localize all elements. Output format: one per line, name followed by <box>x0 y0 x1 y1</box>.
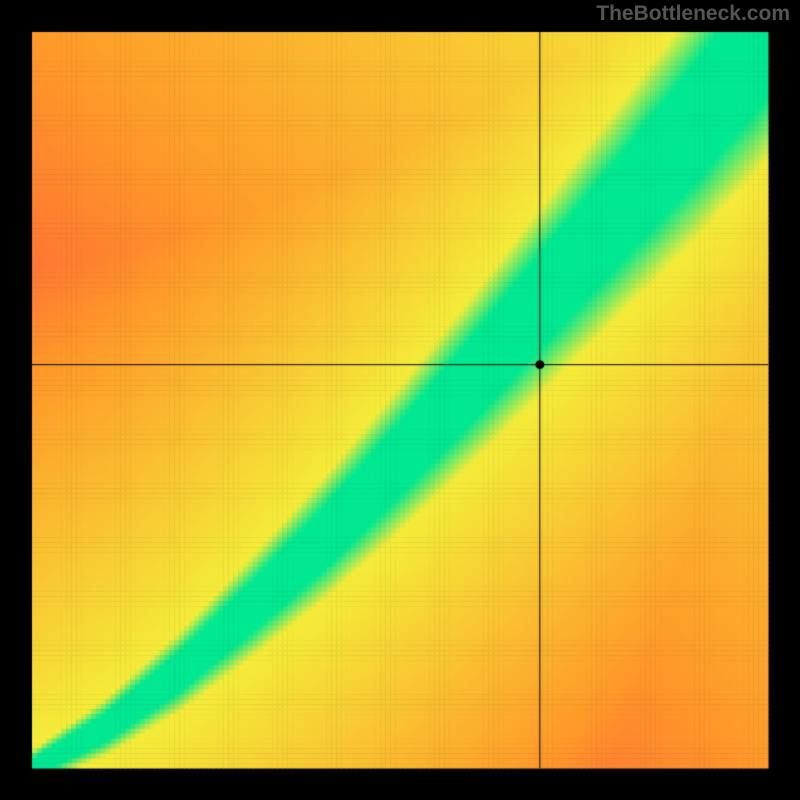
chart-container: TheBottleneck.com <box>0 0 800 800</box>
watermark-text: TheBottleneck.com <box>596 2 790 26</box>
heatmap-canvas <box>0 0 800 800</box>
